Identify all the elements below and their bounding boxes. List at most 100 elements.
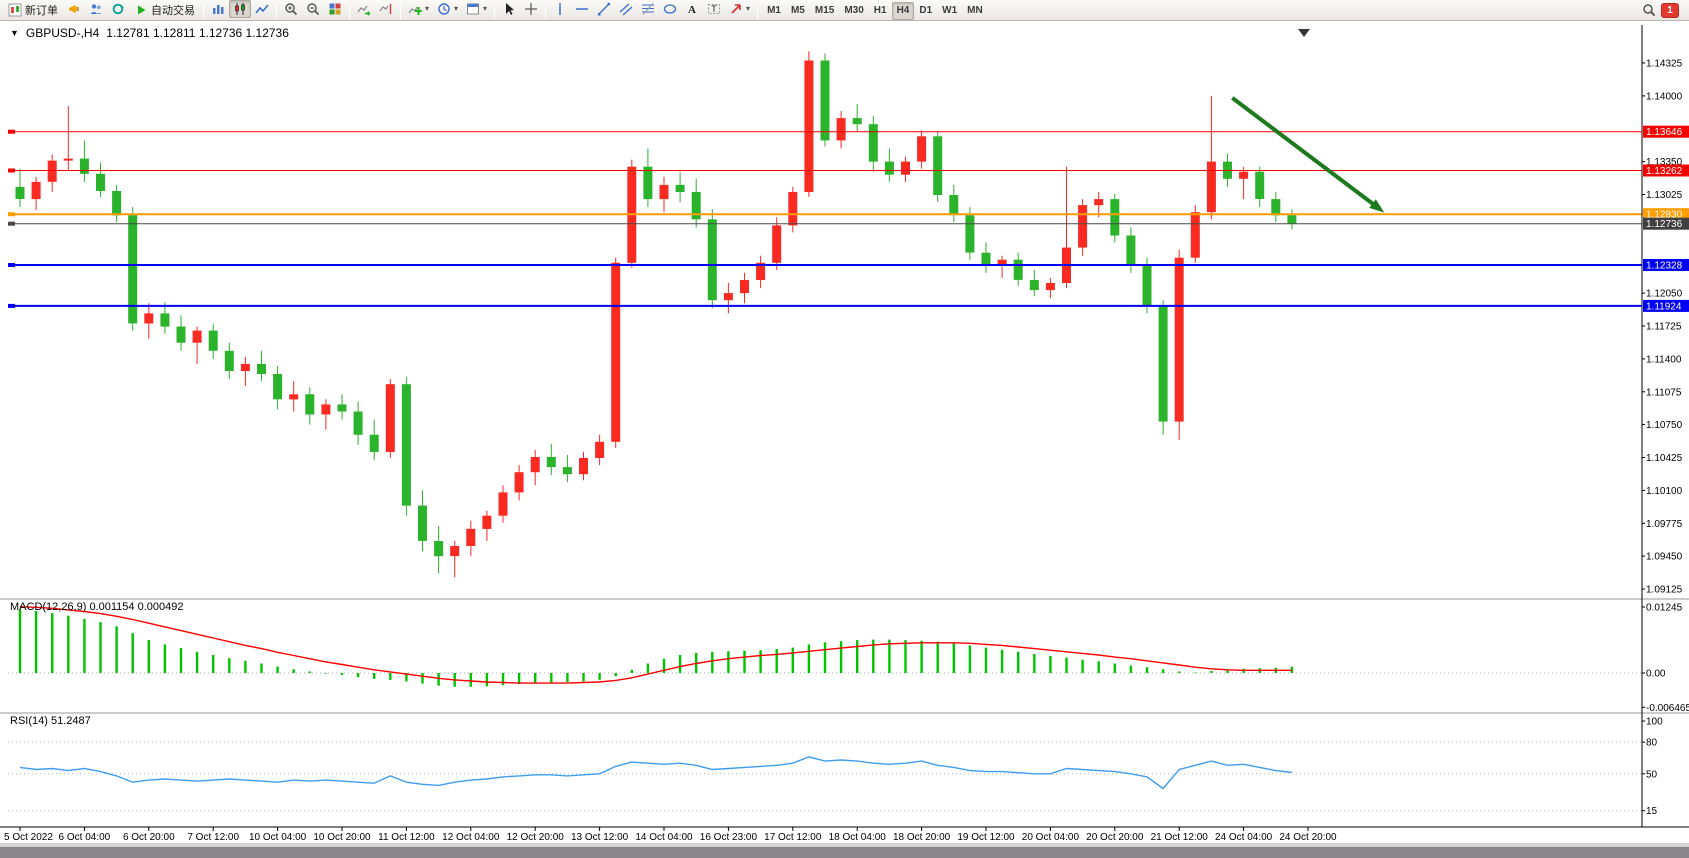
timeframe-h4-button[interactable]: H4 <box>891 1 915 20</box>
timeframe-d1-button[interactable]: D1 <box>914 2 937 20</box>
hline-1.11924[interactable] <box>8 303 1642 308</box>
x-axis-label: 16 Oct 23:00 <box>700 832 758 843</box>
y-axis-label: 1.11075 <box>1646 387 1682 398</box>
y-axis-label: 1.12050 <box>1646 289 1683 300</box>
arrow-tool-icon <box>729 2 743 16</box>
candle-25 <box>418 490 427 552</box>
periods-button[interactable]: ▾ <box>433 0 462 18</box>
timeframe-w1-button[interactable]: W1 <box>937 2 962 20</box>
candle-70 <box>1142 257 1152 314</box>
candle-11 <box>192 326 202 364</box>
macd-axis-label: 0.01245 <box>1646 603 1683 614</box>
channel-button[interactable] <box>615 0 637 18</box>
timeframe-h1-button[interactable]: H1 <box>869 2 892 20</box>
bar-chart-button[interactable] <box>207 0 229 18</box>
chart-background <box>0 21 1689 858</box>
candle-22 <box>369 419 379 460</box>
candle-29 <box>482 510 492 541</box>
hline-1.1283[interactable] <box>8 212 1642 217</box>
candle-4 <box>79 140 89 182</box>
price-badge-1.12830: 1.12830 <box>1643 208 1689 221</box>
timeframe-m30-button[interactable]: M30 <box>839 2 868 20</box>
trendline-icon <box>597 2 611 16</box>
candlestick-chart-button[interactable] <box>229 0 251 18</box>
crosshair-icon <box>524 2 538 16</box>
timeframe-m5-button[interactable]: M5 <box>786 2 810 20</box>
x-axis-label: 18 Oct 04:00 <box>829 832 887 843</box>
candle-61 <box>997 255 1007 278</box>
price-chart[interactable]: 0.01245 0.00 -0.006465 100 80 50 15 1.14325 1.14… <box>0 21 1689 858</box>
y-axis-label: 1.10750 <box>1646 420 1683 431</box>
svg-text:1.12830: 1.12830 <box>1646 210 1683 221</box>
y-axis-label: 1.11725 <box>1646 322 1682 333</box>
hline-1.12736[interactable] <box>8 221 1642 226</box>
text-button[interactable]: A <box>681 0 703 18</box>
x-axis-label: 10 Oct 04:00 <box>249 832 307 843</box>
label-button[interactable]: T <box>703 0 725 18</box>
candle-74 <box>1206 95 1216 220</box>
notification-button[interactable]: 1 <box>1661 2 1679 18</box>
search-button[interactable] <box>1638 1 1660 19</box>
fibonacci-button[interactable] <box>637 0 659 18</box>
channel-icon <box>619 2 633 16</box>
macd-axis-label: 0.00 <box>1646 669 1666 680</box>
x-axis-label: 7 Oct 12:00 <box>187 832 239 843</box>
label-icon: T <box>707 2 721 16</box>
market-button[interactable] <box>107 0 129 18</box>
crosshair-button[interactable] <box>520 0 542 18</box>
autotrading-button[interactable]: 自动交易 <box>130 1 199 19</box>
candle-72 <box>1174 249 1184 440</box>
new-order-icon <box>8 3 22 17</box>
chevron-down-icon: ▾ <box>483 3 488 13</box>
price-badge-1.11924: 1.11924 <box>1643 299 1689 312</box>
candle-56 <box>917 130 927 169</box>
zoom-out-button[interactable] <box>302 0 324 18</box>
candle-43 <box>707 209 717 309</box>
trend-arrow-annotation[interactable] <box>1231 96 1385 213</box>
toolbar-separator <box>400 2 401 20</box>
candle-20 <box>337 394 347 420</box>
x-axis-label: 12 Oct 20:00 <box>507 832 565 843</box>
candle-62 <box>1013 252 1023 286</box>
zoom-in-button[interactable] <box>280 0 302 18</box>
timeframe-m15-button[interactable]: M15 <box>810 2 839 20</box>
rsi-axis-label: 80 <box>1646 738 1658 749</box>
svg-text:1.12328: 1.12328 <box>1646 261 1683 272</box>
templates-button[interactable]: ▾ <box>462 0 491 18</box>
arrows-button[interactable]: ▾ <box>725 0 754 18</box>
chart-shift-button[interactable] <box>375 0 397 18</box>
candle-57 <box>933 131 943 203</box>
x-axis-label: 6 Oct 20:00 <box>123 832 175 843</box>
hline-1.12328[interactable] <box>8 263 1642 267</box>
notification-count: 1 <box>1667 4 1673 16</box>
candle-77 <box>1255 166 1265 208</box>
hline-1.13262[interactable] <box>8 168 1642 173</box>
horizontal-line-button[interactable] <box>571 0 593 18</box>
indicators-icon <box>408 2 422 16</box>
hline-1.13646[interactable] <box>8 129 1642 134</box>
candle-78 <box>1271 192 1281 223</box>
shapes-button[interactable] <box>659 0 681 18</box>
tile-windows-button[interactable] <box>324 0 346 18</box>
trendline-button[interactable] <box>593 0 615 18</box>
macd-signal-line <box>19 606 1292 684</box>
y-axis-label: 1.10100 <box>1646 486 1683 497</box>
community-button[interactable] <box>85 0 107 18</box>
signals-button[interactable] <box>63 0 85 18</box>
svg-text:1.12736: 1.12736 <box>1646 219 1683 230</box>
candle-8 <box>144 303 154 339</box>
candle-32 <box>530 449 540 486</box>
auto-scroll-button[interactable] <box>353 0 375 18</box>
indicators-button[interactable]: ▾ <box>404 0 433 18</box>
vertical-line-button[interactable] <box>549 0 571 18</box>
scroll-to-end-marker[interactable] <box>1298 29 1310 37</box>
one-click-trading-toggle-icon[interactable]: ▼ <box>10 28 19 38</box>
line-chart-button[interactable] <box>251 0 273 18</box>
timeframe-m1-button[interactable]: M1 <box>762 2 786 20</box>
new-order-button[interactable]: 新订单 <box>4 1 62 19</box>
cursor-button[interactable] <box>498 0 520 18</box>
timeframe-mn-button[interactable]: MN <box>962 2 988 20</box>
x-axis-label: 11 Oct 12:00 <box>378 832 435 843</box>
candle-27 <box>450 541 460 578</box>
